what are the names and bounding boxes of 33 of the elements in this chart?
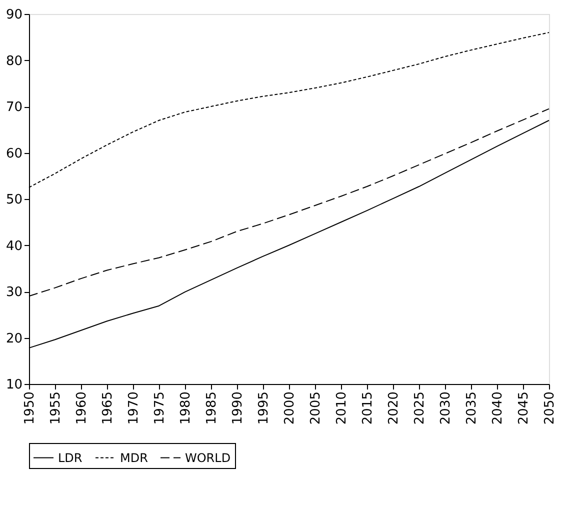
x-tick-label: 2035 — [464, 392, 480, 425]
y-tick-label: 80 — [6, 54, 22, 69]
legend-label: MDR — [120, 450, 148, 465]
x-tick-label: 2015 — [360, 392, 376, 425]
x-tick-label: 2005 — [308, 392, 324, 425]
y-tick-label: 40 — [6, 238, 22, 254]
x-tick-label: 1995 — [256, 392, 272, 425]
y-tick-label: 10 — [6, 378, 22, 392]
y-tick-label: 30 — [6, 285, 22, 300]
y-tick-label: 60 — [6, 146, 22, 162]
x-tick-label: 1975 — [152, 392, 168, 425]
x-tick-label: 1955 — [48, 392, 64, 425]
x-tick-label: 2030 — [438, 392, 454, 425]
x-tick-label: 2020 — [386, 392, 402, 425]
y-tick-label: 50 — [6, 192, 22, 208]
x-tick-label: 2025 — [412, 392, 428, 425]
x-tick-label: 1980 — [178, 392, 194, 425]
x-tick-label: 1990 — [230, 392, 246, 425]
x-tick-label: 1965 — [100, 392, 116, 425]
y-tick-label: 70 — [6, 100, 22, 115]
x-tick-label: 1950 — [22, 392, 38, 425]
y-tick-label: 90 — [6, 8, 22, 22]
x-tick-label: 2050 — [542, 392, 558, 425]
x-tick-label: 1970 — [126, 392, 142, 425]
x-tick-label: 2010 — [334, 392, 350, 425]
legend-label: LDR — [58, 450, 82, 465]
x-tick-label: 2000 — [282, 392, 298, 425]
x-tick-label: 1960 — [74, 392, 90, 425]
x-tick-label: 1985 — [204, 392, 220, 425]
y-tick-label: 20 — [6, 331, 22, 346]
x-tick-label: 2045 — [516, 392, 532, 425]
x-tick-label: 2040 — [490, 392, 506, 425]
legend-label: WORLD — [185, 450, 231, 465]
